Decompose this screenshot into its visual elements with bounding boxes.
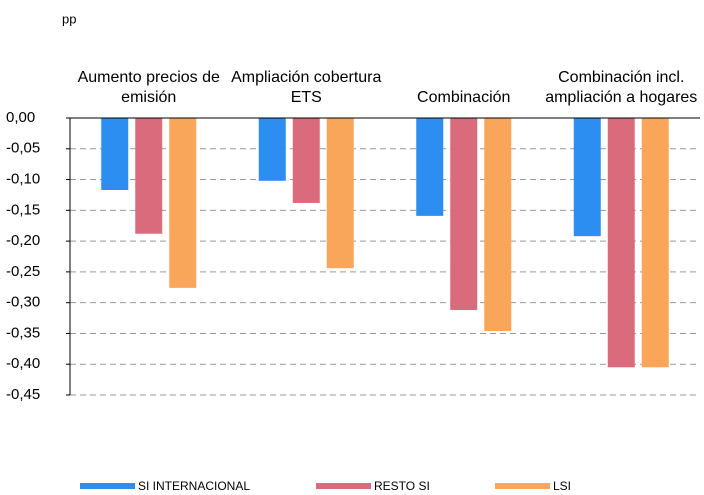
bar (101, 118, 129, 191)
category-label: Ampliación cobertura ETS (231, 69, 382, 106)
bar (258, 118, 286, 181)
bar (607, 118, 635, 368)
bar (573, 118, 601, 237)
bar (450, 118, 478, 311)
category-label: Combinación (417, 89, 511, 106)
y-tick-label: -0,10 (6, 171, 40, 188)
category-label: Combinación incl. ampliación a hogares (545, 69, 698, 106)
y-tick-label: -0,15 (6, 201, 40, 218)
bar (484, 118, 512, 331)
unit-label: pp (62, 11, 76, 26)
bar (326, 118, 354, 269)
legend-label: SI INTERNACIONAL (138, 479, 250, 493)
legend-label: LSI (553, 479, 571, 493)
y-tick-label: -0,40 (6, 355, 40, 372)
y-tick-label: -0,05 (6, 140, 40, 157)
bar (416, 118, 444, 216)
y-tick-label: -0,20 (6, 232, 40, 249)
y-tick-label: -0,35 (6, 324, 40, 341)
bar (292, 118, 320, 203)
bar (135, 118, 163, 234)
y-tick-label: 0,00 (6, 109, 35, 126)
y-tick-label: -0,30 (6, 294, 40, 311)
y-tick-label: -0,25 (6, 263, 40, 280)
category-label: Aumento precios de emisión (77, 69, 220, 106)
y-tick-label: -0,45 (6, 386, 40, 403)
bar (641, 118, 669, 368)
bar (169, 118, 197, 288)
legend-label: RESTO SI (374, 479, 430, 493)
